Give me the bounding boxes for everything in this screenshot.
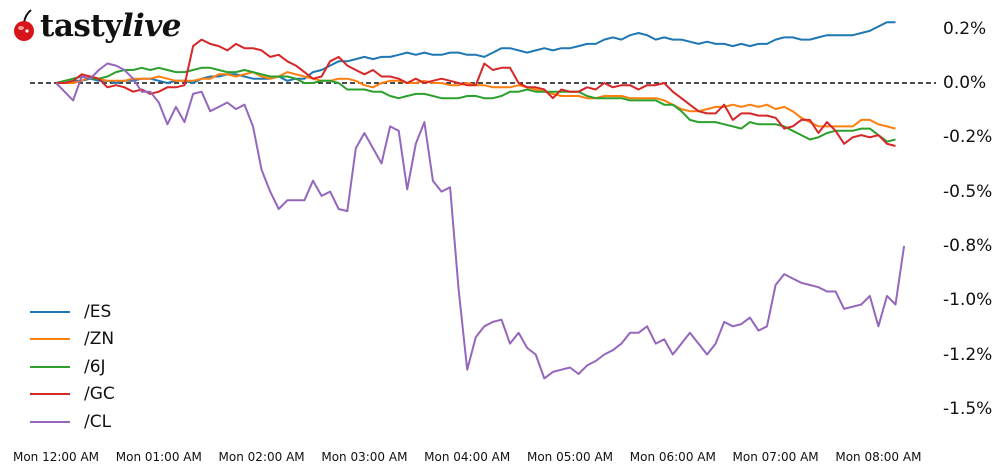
y-tick-label: -0.8% bbox=[943, 235, 993, 256]
legend-item-gc: /GC bbox=[30, 381, 115, 409]
series-line-6j bbox=[55, 66, 896, 143]
tastylive-logo: tastylive bbox=[12, 6, 182, 46]
legend-item-6j: /6J bbox=[30, 353, 115, 381]
y-tick-label: -1.0% bbox=[943, 290, 993, 311]
legend-item-zn: /ZN bbox=[30, 326, 115, 354]
y-tick-label: -1.5% bbox=[943, 398, 993, 419]
series-line-zn bbox=[56, 71, 896, 130]
x-tick-label: Mon 12:00 AM bbox=[12, 450, 100, 464]
x-tick-label: Mon 03:00 AM bbox=[321, 450, 408, 464]
brand-name: tastylive bbox=[40, 8, 182, 44]
legend-item-es: /ES bbox=[30, 298, 115, 326]
x-tick-label: Mon 06:00 AM bbox=[629, 450, 716, 464]
y-tick-label: -1.2% bbox=[943, 344, 993, 365]
series-line-cl bbox=[55, 62, 906, 380]
legend-swatch bbox=[30, 310, 70, 313]
legend-swatch bbox=[30, 338, 70, 341]
x-tick-label: Mon 08:00 AM bbox=[835, 450, 922, 464]
x-tick-label: Mon 07:00 AM bbox=[732, 450, 819, 464]
legend-swatch bbox=[30, 420, 70, 423]
legend-swatch bbox=[30, 365, 70, 368]
x-tick-label: Mon 02:00 AM bbox=[218, 450, 305, 464]
x-tick-label: Mon 05:00 AM bbox=[526, 450, 614, 464]
x-tick-label: Mon 01:00 AM bbox=[115, 450, 202, 464]
legend-item-cl: /CL bbox=[30, 408, 115, 436]
y-tick-label: 0.2% bbox=[943, 18, 987, 39]
x-tick-label: Mon 04:00 AM bbox=[424, 450, 511, 464]
y-tick-label: -0.5% bbox=[943, 181, 993, 202]
cherry-icon bbox=[14, 9, 34, 41]
y-tick-label: 0.0% bbox=[943, 73, 987, 93]
legend: /ES /ZN /6J /GC /CL bbox=[30, 298, 115, 436]
series-line-es bbox=[56, 21, 896, 84]
y-tick-label: -0.2% bbox=[943, 127, 993, 148]
legend-swatch bbox=[30, 393, 70, 396]
series-line-gc bbox=[56, 38, 896, 147]
